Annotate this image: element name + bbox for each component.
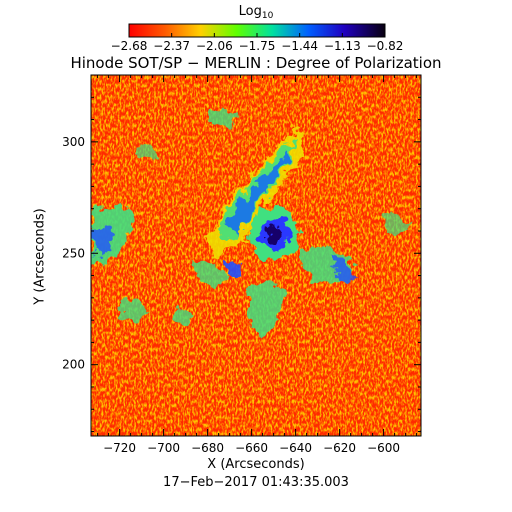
x-tick-label: −680 bbox=[191, 441, 224, 455]
y-tick-label: 250 bbox=[62, 246, 85, 260]
x-tick-label: −660 bbox=[235, 441, 268, 455]
magnetic-network bbox=[92, 108, 412, 335]
colorbar-title: Log10 bbox=[0, 4, 512, 21]
x-tick-label: −640 bbox=[279, 441, 312, 455]
plot-title: Hinode SOT/SP − MERLIN : Degree of Polar… bbox=[70, 54, 442, 72]
x-axis-label: X (Arcseconds) bbox=[207, 457, 305, 472]
colorbar-tick-label: −2.06 bbox=[196, 39, 233, 53]
x-tick-label: −700 bbox=[147, 441, 180, 455]
x-tick-label: −620 bbox=[323, 441, 356, 455]
y-tick-label: 200 bbox=[62, 358, 85, 372]
colorbar-tick-label: −1.44 bbox=[281, 39, 318, 53]
map-image bbox=[91, 75, 421, 436]
y-axis-label: Y (Arcseconds) bbox=[32, 208, 48, 305]
x-tick-label: −720 bbox=[103, 441, 136, 455]
colorbar-tick-label: −1.75 bbox=[239, 39, 276, 53]
y-axis-ticks: 300 250 200 bbox=[62, 74, 421, 433]
colorbar-tick-label: −1.13 bbox=[324, 39, 361, 53]
x-tick-label: −600 bbox=[367, 441, 400, 455]
colorbar-title-main: Log bbox=[238, 4, 262, 19]
colorbar-title-subscript: 10 bbox=[261, 11, 274, 21]
y-tick-label: 300 bbox=[62, 135, 85, 149]
colorbar: −2.68 −2.37 −2.06 −1.75 −1.44 −1.13 −0.82 bbox=[111, 23, 404, 53]
colorbar-tick-label: −2.37 bbox=[153, 39, 190, 53]
colorbar-tick-label: −2.68 bbox=[111, 39, 148, 53]
colorbar-ticks: −2.68 −2.37 −2.06 −1.75 −1.44 −1.13 −0.82 bbox=[111, 33, 404, 53]
x-axis-ticks: −720 −700 −680 −660 −640 −620 −600 bbox=[97, 75, 418, 455]
colorbar-tick-label: −0.82 bbox=[367, 39, 404, 53]
plot-frame bbox=[90, 74, 422, 437]
timestamp: 17−Feb−2017 01:43:35.003 bbox=[163, 475, 349, 490]
